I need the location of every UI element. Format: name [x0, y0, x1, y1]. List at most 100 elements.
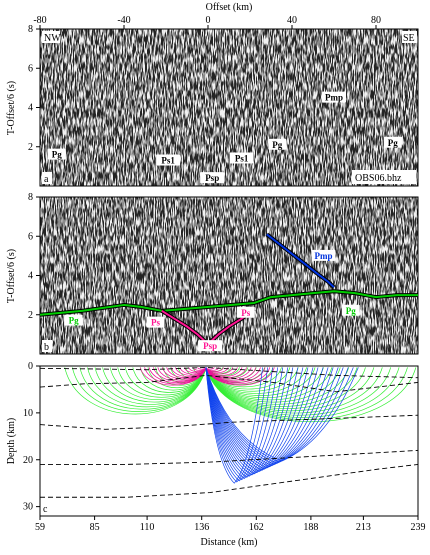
panel-a-phase-label-bg [322, 91, 346, 103]
panel-b-phase-label: Ps [236, 306, 255, 318]
panel-c-x-tick-label: 59 [35, 522, 45, 533]
ray-pmp [205, 367, 263, 484]
ray-pmp [205, 367, 309, 474]
panel-b-y-tick-label: 6 [28, 231, 33, 242]
panel-a-x-tick-label: 0 [206, 15, 211, 26]
panel-b-phase-label: Pg [64, 314, 83, 326]
ray-paths [64, 367, 417, 484]
panel-a-phase-label-text: Psp [205, 173, 219, 183]
panel-a-y-tick-label: 4 [28, 103, 33, 114]
panel-c-x-tick-label: 110 [140, 522, 155, 533]
panel-a-x-tick-label: 80 [371, 15, 381, 26]
panel-a-phase-label-text: Pmp [325, 93, 343, 103]
ray-pg [109, 367, 207, 400]
ray-pmp [205, 367, 334, 468]
panel-c-y-tick-label: 20 [23, 455, 33, 466]
panel-c-x-tick-label: 239 [411, 522, 426, 533]
station-label: OBS06.bhz [352, 170, 416, 184]
svg-text:OBS06.bhz: OBS06.bhz [355, 173, 402, 184]
panel-c-x-tick-label: 162 [249, 522, 264, 533]
panel-c-y-axis-label: Depth (km) [6, 418, 17, 464]
panel-a-phase-label: Pg [383, 136, 402, 148]
panel-c-y-tick-label: 30 [23, 502, 33, 513]
panel-b-letter: b [42, 340, 52, 353]
ray-pmp [205, 367, 319, 471]
ray-pmp [205, 367, 268, 483]
panel-a-x-tick-label: -80 [33, 15, 46, 26]
panel-b-phase-label: Pmp [311, 249, 336, 261]
panel-b-y-tick-label: 4 [28, 271, 33, 282]
ray-pmp [205, 367, 289, 478]
panel-a-y-axis-label: T-Offset/6 (s) [6, 81, 17, 135]
panel-a-phase-label: Pg [47, 148, 66, 160]
ray-pmp [205, 367, 329, 469]
ray-pmp [205, 367, 324, 470]
ray-pg [205, 367, 299, 392]
panel-a-phase-label: Ps1 [229, 152, 254, 164]
model-interfaces [40, 366, 418, 498]
ray-pmp [205, 367, 279, 481]
ray-pg [102, 367, 207, 403]
panel-b-phase-label: Psp [198, 340, 223, 352]
panel-b-y-tick-label: 2 [28, 310, 33, 321]
panel-a-y-tick-label: 8 [28, 24, 33, 35]
panel-a-x-tick-label: 40 [287, 15, 297, 26]
panel-b-phase-label-text: Pmp [315, 251, 333, 261]
svg-text:SE: SE [403, 33, 415, 44]
ray-pg [64, 367, 207, 415]
ray-pmp [205, 367, 284, 479]
ray-ps [205, 367, 275, 386]
panel-a-phase-label: Psp [200, 172, 225, 184]
ray-pmp [205, 367, 359, 462]
panel-c-x-tick-label: 85 [90, 522, 100, 533]
ray-pmp [205, 367, 349, 464]
model-interface [40, 449, 418, 465]
panel-a-y-tick-label: 6 [28, 63, 33, 74]
panel-a-phase-label-bg [156, 154, 181, 166]
panel-a-x-tick-label: -40 [117, 15, 130, 26]
ray-pg [205, 367, 324, 399]
ray-pmp [205, 367, 299, 476]
panel-a-phase-label-bg [268, 138, 287, 150]
ray-pg [79, 367, 207, 410]
panel-b-phase-label-text: Psp [203, 341, 217, 351]
ray-pmp [205, 367, 304, 475]
panel-c-x-ticks: 59 85 110 136 162 188 213 239 [35, 516, 426, 533]
panel-a-phase-label-bg [229, 152, 254, 164]
panel-c-y-ticks: 0 10 20 30 [23, 361, 40, 513]
ray-pg [132, 367, 207, 393]
panel-b-phase-label-bg [341, 304, 360, 316]
ray-pg [94, 367, 207, 405]
panel-a-phase-label: Pmp [322, 91, 346, 103]
panel-b-phase-labels: Pg Ps Psp Ps Pmp Pg [64, 249, 360, 352]
panel-b-phase-label-text: Ps [151, 318, 160, 328]
pick-line-pmp [266, 233, 335, 289]
panel-a-top-axis-label: Offset (km) [206, 2, 253, 13]
ray-pmp [205, 367, 314, 472]
panel-b-phase-label-text: Pg [346, 306, 356, 316]
ray-pmp [205, 367, 274, 482]
panel-b-y-ticks: 2 4 6 8 [28, 192, 40, 321]
panel-c-letter: c [43, 504, 48, 515]
ray-pg [117, 367, 207, 398]
panel-a-phase-label: Ps1 [156, 154, 181, 166]
corner-label-se: SE [402, 31, 417, 44]
panel-a-letter: a [42, 172, 52, 185]
panel-a-phase-label-text: Ps1 [235, 153, 249, 163]
panel-b-phase-label-bg [198, 340, 223, 352]
ray-pg [205, 367, 341, 403]
model-interface [40, 414, 418, 430]
panel-a-phase-label-text: Pg [388, 138, 398, 148]
ray-pg [124, 367, 207, 396]
corner-label-nw: NW [42, 31, 61, 44]
panel-c-x-tick-label: 213 [356, 522, 371, 533]
panel-c-y-tick-label: 0 [28, 361, 33, 372]
panel-b-picks [40, 232, 418, 349]
panel-a-phase-label-text: Pg [52, 150, 62, 160]
ray-ps [139, 367, 207, 386]
panel-c-y-tick-label: 10 [23, 408, 33, 419]
panel-c: 59 85 110 136 162 188 213 239 0 10 20 30 Distance … [6, 361, 426, 548]
panel-c-x-tick-label: 188 [303, 522, 318, 533]
panel-c-x-axis-label: Distance (km) [201, 537, 258, 548]
